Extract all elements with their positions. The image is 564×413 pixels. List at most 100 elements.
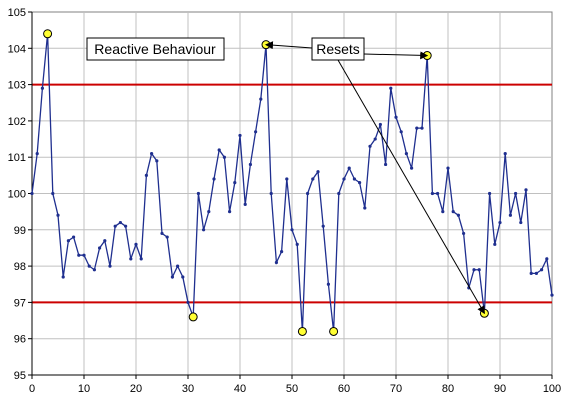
- highlight-marker: [188, 312, 198, 322]
- data-point: [30, 191, 34, 196]
- data-point: [404, 151, 408, 156]
- data-point: [290, 228, 294, 232]
- data-point: [430, 191, 434, 196]
- data-point: [233, 181, 237, 185]
- data-point: [238, 133, 242, 138]
- data-point: [389, 86, 393, 90]
- data-point: [108, 264, 112, 268]
- x-tick-label: 10: [78, 383, 90, 395]
- data-point: [217, 148, 221, 152]
- y-tick-label: 100: [8, 189, 26, 201]
- data-point: [248, 162, 252, 167]
- data-point: [61, 275, 65, 279]
- data-point: [399, 130, 403, 134]
- data-point: [77, 253, 81, 257]
- data-point: [498, 220, 502, 225]
- data-point: [321, 224, 325, 228]
- y-tick-label: 95: [14, 370, 26, 382]
- data-point: [87, 264, 91, 268]
- y-tick-label: 105: [8, 7, 26, 19]
- data-point: [35, 151, 39, 156]
- data-point: [129, 257, 133, 261]
- data-point: [368, 144, 372, 148]
- data-point: [254, 130, 258, 134]
- data-point: [456, 213, 460, 217]
- x-tick-label: 100: [543, 383, 561, 395]
- data-point: [326, 282, 330, 286]
- data-point: [420, 126, 424, 130]
- data-point: [202, 228, 206, 232]
- x-tick-label: 50: [286, 383, 298, 395]
- data-point: [134, 242, 138, 246]
- data-point: [160, 231, 164, 236]
- x-tick-label: 90: [494, 383, 506, 395]
- data-point: [373, 137, 377, 141]
- y-tick-label: 97: [14, 297, 26, 309]
- data-point: [280, 249, 284, 254]
- y-tick-label: 102: [8, 116, 26, 128]
- highlight-marker: [329, 326, 339, 336]
- data-point: [342, 177, 346, 181]
- data-point: [269, 191, 273, 196]
- data-point: [534, 271, 539, 275]
- data-point: [51, 191, 55, 196]
- data-point: [170, 275, 174, 279]
- x-tick-label: 0: [29, 383, 35, 395]
- reactive-behaviour-label: Reactive Behaviour: [94, 41, 216, 57]
- data-point: [529, 271, 533, 275]
- data-point: [462, 231, 466, 236]
- resets-arrow: [265, 41, 313, 50]
- data-point: [228, 210, 232, 214]
- x-tick-label: 30: [182, 383, 194, 395]
- data-point: [243, 202, 247, 206]
- highlight-marker: [297, 326, 307, 336]
- data-point: [72, 235, 76, 239]
- data-point: [82, 253, 86, 257]
- data-point: [436, 191, 440, 196]
- data-point: [259, 97, 263, 101]
- data-point: [514, 191, 518, 196]
- data-point: [56, 213, 60, 217]
- data-point: [358, 181, 362, 185]
- data-point: [311, 177, 315, 181]
- data-point: [103, 239, 107, 243]
- data-point: [295, 242, 299, 246]
- x-tick-label: 80: [442, 383, 454, 395]
- reactive-behaviour-box: [86, 37, 225, 61]
- data-point: [394, 115, 398, 119]
- x-tick-label: 40: [234, 383, 246, 395]
- y-tick-label: 101: [8, 152, 26, 164]
- data-point: [384, 162, 388, 167]
- highlight-marker: [43, 29, 53, 39]
- y-tick-label: 99: [14, 225, 26, 237]
- data-point: [196, 191, 200, 196]
- data-point: [410, 166, 414, 170]
- data-point: [113, 224, 117, 228]
- x-tick-label: 60: [338, 383, 350, 395]
- data-point: [207, 210, 211, 214]
- x-tick-label: 20: [130, 383, 142, 395]
- data-point: [441, 210, 445, 214]
- data-point: [508, 213, 512, 217]
- data-point: [446, 166, 450, 170]
- data-point: [139, 257, 143, 261]
- data-point: [124, 224, 128, 228]
- data-point: [66, 239, 70, 243]
- data-point: [519, 220, 523, 225]
- data-point: [472, 268, 476, 272]
- data-point: [165, 235, 169, 239]
- data-point: [550, 293, 554, 297]
- data-point: [415, 126, 419, 130]
- data-point: [493, 242, 497, 246]
- data-point: [144, 173, 148, 177]
- resets-label: Resets: [316, 41, 360, 57]
- data-point: [186, 300, 190, 304]
- data-point: [363, 206, 367, 210]
- data-point: [150, 151, 154, 156]
- data-point: [503, 151, 507, 156]
- data-point: [488, 191, 492, 196]
- x-tick-label: 70: [390, 383, 402, 395]
- data-point: [222, 155, 226, 159]
